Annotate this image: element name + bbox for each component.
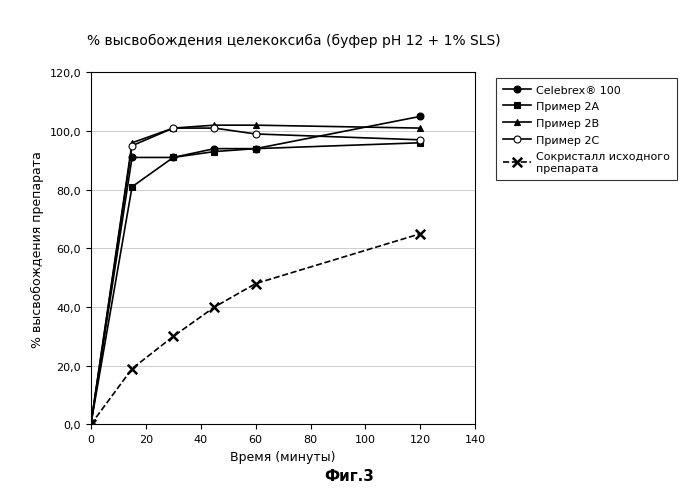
Сокристалл исходного
препарата [128,366,136,372]
Сокристалл исходного
препарата [416,231,424,237]
Пример 2A [128,184,136,190]
Пример 2A [169,155,178,161]
Пример 2C [87,422,95,427]
Celebrex® 100 [416,114,424,120]
Celebrex® 100 [169,155,178,161]
Пример 2A [416,141,424,146]
Text: % высвобождения целекоксиба (буфер pH 12 + 1% SLS): % высвобождения целекоксиба (буфер pH 12… [87,34,500,48]
Пример 2C [416,138,424,143]
Сокристалл исходного
препарата [252,281,260,287]
Line: Сокристалл исходного
препарата: Сокристалл исходного препарата [86,229,425,429]
Line: Пример 2A: Пример 2A [87,140,424,428]
Y-axis label: % высвобождения препарата: % высвобождения препарата [31,151,44,347]
Пример 2A [210,149,219,155]
Пример 2B [252,123,260,129]
Legend: Celebrex® 100, Пример 2A, Пример 2B, Пример 2C, Сокристалл исходного
препарата: Celebrex® 100, Пример 2A, Пример 2B, При… [496,79,677,180]
Пример 2B [128,141,136,146]
Пример 2A [87,422,95,427]
Сокристалл исходного
препарата [210,305,219,310]
Пример 2C [252,132,260,138]
Пример 2C [169,126,178,132]
Пример 2C [210,126,219,132]
Celebrex® 100 [87,422,95,427]
Text: Фиг.3: Фиг.3 [324,468,375,483]
Celebrex® 100 [210,146,219,152]
Celebrex® 100 [128,155,136,161]
Celebrex® 100 [252,146,260,152]
Line: Пример 2B: Пример 2B [87,122,424,428]
Line: Celebrex® 100: Celebrex® 100 [87,114,424,428]
Пример 2C [128,143,136,149]
Пример 2B [87,422,95,427]
Пример 2B [416,126,424,132]
Пример 2B [169,126,178,132]
Сокристалл исходного
препарата [169,334,178,340]
Line: Пример 2C: Пример 2C [87,125,424,428]
Сокристалл исходного
препарата [87,422,95,427]
Пример 2B [210,123,219,129]
X-axis label: Время (минуты): Время (минуты) [231,450,336,463]
Пример 2A [252,146,260,152]
